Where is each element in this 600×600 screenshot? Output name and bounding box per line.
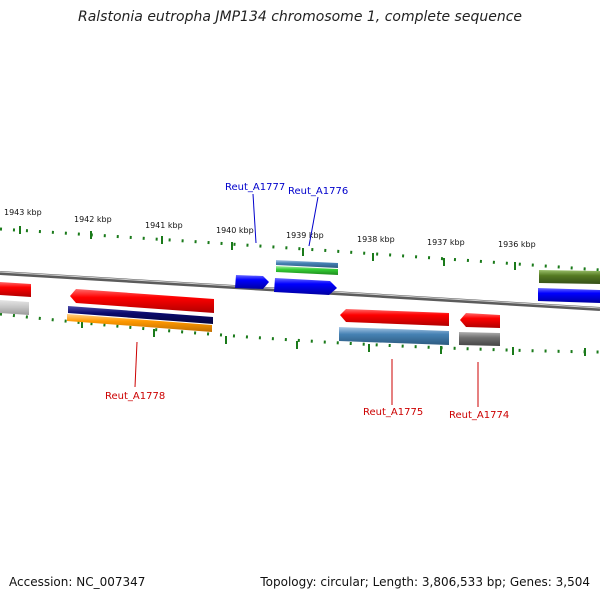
gene-label-reut-a1777[interactable]: Reut_A1777 — [225, 182, 285, 193]
accession-text: Accession: NC_007347 — [9, 575, 146, 589]
gene-reut-a1776[interactable] — [274, 278, 337, 295]
lower-scale-arc — [0, 312, 600, 356]
scale-label: 1938 kbp — [357, 235, 395, 244]
gene-label-reut-a1774[interactable]: Reut_A1774 — [449, 410, 509, 421]
gene-right-edge-blue[interactable] — [538, 288, 600, 303]
map-title: Ralstonia eutropha JMP134 chromosome 1, … — [77, 9, 522, 25]
gene-reut-a1778[interactable] — [70, 289, 214, 313]
gene-label-reut-a1775[interactable]: Reut_A1775 — [363, 407, 423, 418]
scale-label: 1939 kbp — [286, 231, 324, 240]
leader-line-reut-a1778 — [134, 341, 138, 388]
scale-label: 1943 kbp — [4, 208, 42, 217]
scale-label: 1940 kbp — [216, 226, 254, 235]
gene-right-edge-olive[interactable] — [539, 270, 600, 284]
topology-summary-text: Topology: circular; Length: 3,806,533 bp… — [260, 575, 590, 589]
gene-label-reut-a1778[interactable]: Reut_A1778 — [105, 391, 165, 402]
upper-scale-dots — [0, 227, 600, 272]
reverse-strand-genes — [0, 282, 500, 346]
leader-line-reut-a1776 — [308, 196, 319, 247]
gene-reut-a1776-green[interactable] — [276, 266, 338, 275]
label-leader-lines — [134, 193, 479, 407]
gene-reut-a1778-navy[interactable] — [68, 306, 213, 324]
gene-reut-a1774-grey[interactable] — [459, 332, 500, 346]
gene-reut-a1775-steel[interactable] — [339, 327, 449, 345]
gene-reut-a1775[interactable] — [340, 309, 449, 326]
gene-labels: Reut_A1777 Reut_A1776 Reut_A1778 Reut_A1… — [105, 182, 509, 421]
scale-label: 1942 kbp — [74, 215, 112, 224]
gene-reut-a1774[interactable] — [460, 313, 500, 328]
scale-label: 1936 kbp — [498, 240, 536, 249]
gene-reut-a1778-orange[interactable] — [67, 314, 212, 332]
gene-label-reut-a1776[interactable]: Reut_A1776 — [288, 186, 348, 197]
scale-labels: 1943 kbp 1942 kbp 1941 kbp 1940 kbp 1939… — [4, 208, 536, 249]
gene-reut-a1777[interactable] — [235, 275, 269, 289]
forward-strand-genes — [235, 260, 600, 303]
gene-left-edge-red[interactable] — [0, 282, 31, 297]
upper-scale-arc — [0, 226, 600, 272]
gene-left-edge-grey[interactable] — [0, 300, 29, 315]
scale-label: 1937 kbp — [427, 238, 465, 247]
gene-reut-a1776-steel[interactable] — [276, 260, 338, 268]
scale-label: 1941 kbp — [145, 221, 183, 230]
leader-line-reut-a1777 — [252, 193, 257, 244]
